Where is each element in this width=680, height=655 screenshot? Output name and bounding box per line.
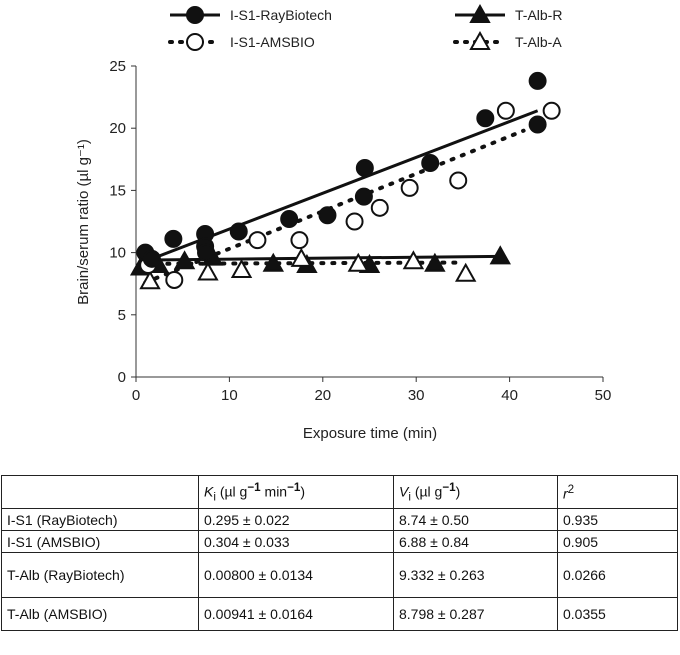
x-tick-label: 10 [221, 387, 238, 404]
data-point-filled-circle [186, 6, 204, 24]
data-point-open-circle [345, 212, 364, 231]
table-cell: 0.0266 [557, 552, 678, 598]
y-tick-label: 25 [109, 58, 126, 75]
data-point-filled-circle [164, 229, 183, 248]
data-point-filled-triangle [469, 3, 491, 23]
header-ki: Ki (µl g−1 min−1) [198, 475, 394, 509]
table-row: T-Alb (RayBiotech) 0.00800 ± 0.0134 9.332 … [1, 552, 678, 598]
data-point-open-circle [449, 171, 468, 190]
chart: I-S1-RayBiotech I-S1-AMSBIO T-Alb-R T-Alb-A… [75, 3, 611, 442]
data-point-open-circle [290, 231, 309, 250]
table-cell: 0.935 [557, 508, 678, 531]
data-point-filled-circle [476, 109, 495, 128]
x-tick-label: 50 [595, 387, 612, 404]
data-point-filled-circle [229, 222, 248, 241]
data-point-open-triangle [402, 250, 425, 270]
y-tick-label: 20 [109, 120, 126, 137]
data-point-filled-circle [528, 71, 547, 90]
data-point-open-triangle [230, 258, 253, 279]
data-point-filled-circle [197, 243, 216, 262]
table-cell: 8.798 ± 0.287 [393, 597, 558, 631]
fit-line-T-Alb-R [140, 254, 501, 262]
data-point-filled-circle [355, 159, 374, 178]
legend-label: I-S1-AMSBIO [230, 34, 315, 50]
table-row: I-S1 (AMSBIO) 0.304 ± 0.033 6.88 ± 0.84 0.9… [1, 530, 678, 553]
legend-label: I-S1-RayBiotech [230, 7, 332, 23]
table-cell: 0.304 ± 0.033 [198, 530, 394, 553]
data-point-open-circle [370, 198, 389, 217]
data-point-open-triangle [454, 262, 477, 282]
header-cell [1, 475, 199, 509]
data-point-filled-circle [142, 249, 161, 268]
legend-item: T-Alb-A [453, 30, 562, 50]
legend-item: T-Alb-R [455, 3, 562, 23]
header-r2: r2 [557, 475, 678, 509]
legend-label: T-Alb-R [515, 7, 562, 23]
table-cell: I-S1 (AMSBIO) [1, 530, 199, 553]
data-point-open-triangle [469, 30, 491, 50]
y-tick-label: 0 [118, 369, 126, 386]
x-axis-label: Exposure time (min) [303, 425, 437, 442]
table-cell: 0.00941 ± 0.0164 [198, 597, 394, 631]
table-cell: 8.74 ± 0.50 [393, 508, 558, 531]
data-point-filled-circle [280, 210, 299, 229]
data-point-open-circle [248, 231, 267, 250]
table-cell: T-Alb (AMSBIO) [1, 597, 199, 631]
y-axis-label: Brain/serum ratio (µl g⁻¹) [75, 139, 92, 305]
data-point-filled-triangle [424, 252, 446, 272]
x-tick-label: 40 [501, 387, 518, 404]
x-tick-label: 20 [314, 387, 331, 404]
axes: 0 10 20 30 40 50 0 5 10 15 20 25 [109, 58, 611, 404]
data-point-filled-triangle [262, 252, 285, 272]
data-point-open-triangle [197, 261, 219, 281]
legend-item: I-S1-RayBiotech [170, 6, 332, 24]
data-point-filled-triangle [489, 245, 511, 265]
data-point-open-triangle [347, 252, 370, 272]
table-cell: T-Alb (RayBiotech) [1, 552, 199, 598]
parameters-table: Ki (µl g−1 min−1) Vi (µl g−1) r2 I-S1 (R… [1, 475, 678, 631]
y-tick-label: 10 [109, 245, 126, 262]
data-point-filled-circle [318, 206, 337, 225]
data-point-open-circle [496, 101, 515, 120]
table-row: T-Alb (AMSBIO) 0.00941 ± 0.0164 8.798 ± 0.… [1, 597, 678, 631]
data-point-open-circle [165, 270, 184, 289]
data-point-filled-circle [528, 115, 547, 134]
x-tick-label: 0 [132, 387, 140, 404]
x-tick-label: 30 [408, 387, 425, 404]
table-cell: 0.0355 [557, 597, 678, 631]
table-cell: I-S1 (RayBiotech) [1, 508, 199, 531]
data-point-open-triangle [290, 247, 313, 267]
data-point-filled-circle [354, 187, 373, 206]
header-vi: Vi (µl g−1) [393, 475, 558, 509]
data-point-open-circle [186, 33, 204, 51]
data-points [129, 71, 561, 290]
table-cell: 0.00800 ± 0.0134 [198, 552, 394, 598]
legend-item: I-S1-AMSBIO [168, 33, 315, 51]
table-cell: 6.88 ± 0.84 [393, 530, 558, 553]
table-cell: 0.905 [557, 530, 678, 553]
y-tick-label: 15 [109, 182, 126, 199]
legend-label: T-Alb-A [515, 34, 562, 50]
data-point-filled-triangle [173, 250, 196, 270]
table-header-row: Ki (µl g−1 min−1) Vi (µl g−1) r2 [1, 475, 678, 509]
legend: I-S1-RayBiotech I-S1-AMSBIO T-Alb-R T-Alb-A [168, 3, 562, 51]
data-point-filled-circle [421, 154, 440, 173]
y-tick-label: 5 [118, 307, 126, 324]
data-point-open-triangle [139, 270, 161, 290]
table-cell: 9.332 ± 0.263 [393, 552, 558, 598]
data-point-open-circle [400, 178, 419, 197]
table-cell: 0.295 ± 0.022 [198, 508, 394, 531]
table-row: I-S1 (RayBiotech) 0.295 ± 0.022 8.74 ± 0.5… [1, 508, 678, 531]
data-point-open-circle [542, 101, 561, 120]
